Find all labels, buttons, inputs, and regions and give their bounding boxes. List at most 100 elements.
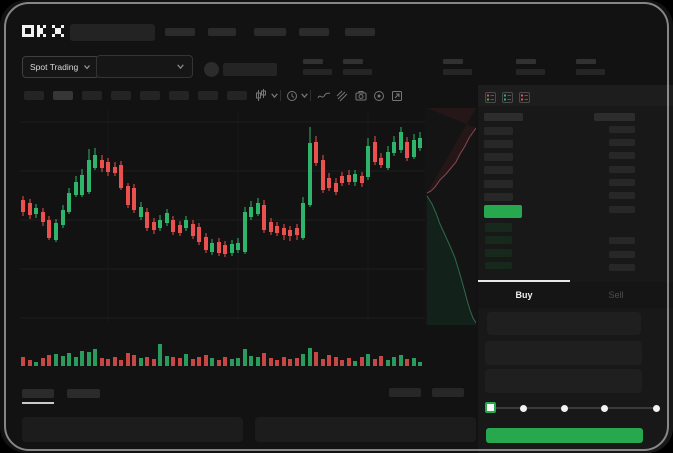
search-input[interactable] [70, 24, 155, 41]
volume-bar [379, 356, 383, 366]
orderbook-bid-row[interactable] [485, 223, 512, 232]
last-price-indicator[interactable] [484, 205, 522, 218]
candle [275, 222, 279, 236]
orderbook-ask-row[interactable] [484, 180, 513, 188]
candle [191, 220, 195, 239]
volume-bar [74, 357, 78, 366]
volume-bar [275, 360, 279, 366]
candle [204, 233, 208, 253]
clock-icon[interactable] [373, 89, 385, 102]
market-type-selector[interactable]: Spot Trading [22, 56, 100, 78]
orderbook-header [478, 85, 673, 106]
volume-bar [418, 362, 422, 366]
amount-slider[interactable] [488, 407, 658, 409]
tab-sell[interactable]: Sell [608, 290, 624, 300]
orderbook-bid-row[interactable] [485, 262, 512, 269]
volume-bar [288, 359, 292, 366]
timeframe-button[interactable] [24, 91, 44, 100]
nav-item[interactable] [299, 28, 329, 36]
orderbook-ask-row[interactable] [484, 153, 513, 161]
timeframe-button[interactable] [111, 91, 131, 100]
timeframe-button[interactable] [53, 91, 73, 100]
volume-bar [301, 354, 305, 366]
candle [314, 136, 318, 166]
timeframe-button[interactable] [140, 91, 160, 100]
volume-bar [217, 360, 221, 366]
bottom-action[interactable] [432, 388, 464, 397]
volume-bar [100, 358, 104, 366]
nav-item[interactable] [254, 28, 286, 36]
orderbook-ask-row[interactable] [484, 140, 513, 148]
volume-bar [321, 359, 325, 366]
candle [262, 200, 266, 233]
volume-bar [28, 360, 32, 366]
candle [139, 202, 143, 220]
pair-dropdown[interactable] [96, 55, 193, 78]
chevron-down-icon[interactable] [300, 89, 309, 102]
orderbook-bids-view-icon[interactable] [502, 90, 513, 108]
trade-panel: Buy Sell [478, 85, 673, 453]
candle [21, 196, 25, 216]
nav-item[interactable] [208, 28, 236, 36]
timeframe-button[interactable] [169, 91, 189, 100]
chevron-down-icon[interactable] [270, 89, 279, 102]
order-form-field[interactable] [487, 312, 641, 335]
timeframe-button[interactable] [227, 91, 247, 100]
draw-icon[interactable] [336, 89, 348, 102]
nav-item[interactable] [345, 28, 375, 36]
candles-icon[interactable] [255, 89, 267, 102]
candle [119, 161, 123, 190]
candle [230, 240, 234, 256]
volume-bar [399, 355, 403, 366]
volume-bar [412, 358, 416, 366]
bottom-content-panel [255, 417, 476, 442]
pair-avatar [204, 62, 219, 77]
camera-icon[interactable] [355, 89, 367, 102]
candle [373, 136, 377, 165]
volume-bar [191, 359, 195, 366]
candle [282, 224, 286, 240]
buy-submit-button[interactable] [486, 428, 643, 443]
depth-chart [425, 108, 476, 325]
slider-handle[interactable] [485, 402, 496, 413]
timeframe-button[interactable] [198, 91, 218, 100]
tab-buy[interactable]: Buy [515, 290, 533, 300]
orderbook-ask-row[interactable] [484, 166, 513, 174]
bottom-tab[interactable] [22, 389, 54, 398]
orderbook-ask-row[interactable] [484, 127, 513, 135]
candle [184, 216, 188, 231]
orderbook-total-row [609, 206, 635, 213]
order-form-field[interactable] [485, 341, 642, 365]
candle [171, 216, 175, 235]
volume-bar [353, 361, 357, 366]
line-icon[interactable] [317, 89, 331, 102]
candle [334, 178, 338, 195]
candle [132, 184, 136, 213]
orderbook-total-row [609, 166, 635, 173]
volume-bar [373, 359, 377, 366]
volume-bar [405, 359, 409, 366]
volume-bar [256, 357, 260, 366]
orderbook-asks-view-icon[interactable] [519, 90, 530, 108]
order-form-field[interactable] [485, 369, 642, 393]
orderbook-bid-row[interactable] [485, 236, 512, 244]
bottom-action[interactable] [389, 388, 421, 397]
timeframe-button[interactable] [82, 91, 102, 100]
volume-bar [126, 353, 130, 366]
slider-stop[interactable] [520, 405, 527, 412]
expand-icon[interactable] [391, 89, 403, 102]
orderbook-split-view-icon[interactable] [485, 90, 496, 108]
bottom-tab[interactable] [67, 389, 100, 398]
interval-icon[interactable] [286, 89, 298, 102]
orderbook-bid-row[interactable] [485, 249, 512, 257]
candle [210, 239, 214, 255]
candlestick-chart[interactable] [20, 110, 426, 368]
slider-stop[interactable] [601, 405, 608, 412]
volume-bar [184, 354, 188, 366]
slider-stop[interactable] [561, 405, 568, 412]
orderbook-total-row [609, 192, 635, 199]
candle [126, 183, 130, 208]
nav-item[interactable] [165, 28, 195, 36]
slider-stop[interactable] [653, 405, 660, 412]
orderbook-ask-row[interactable] [484, 193, 513, 201]
